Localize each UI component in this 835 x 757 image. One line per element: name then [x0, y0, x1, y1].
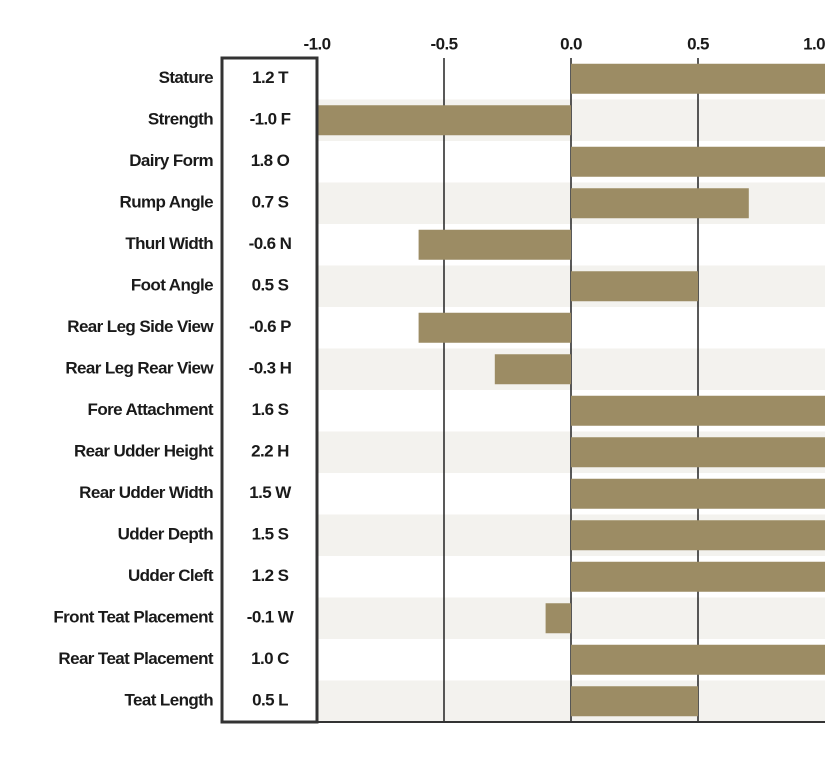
- value-label: 1.2 T: [252, 68, 289, 87]
- value-label: 0.5 S: [252, 276, 289, 295]
- category-label: Dairy Form: [129, 151, 213, 170]
- category-label: Foot Angle: [131, 276, 213, 295]
- value-label: -0.1 W: [247, 608, 295, 627]
- category-label: Rear Teat Placement: [58, 649, 214, 668]
- category-label: Udder Cleft: [128, 566, 214, 585]
- bar: [317, 105, 571, 136]
- bar: [571, 188, 749, 219]
- x-tick-label: -1.0: [304, 34, 331, 53]
- bar: [571, 395, 825, 426]
- bar: [571, 271, 698, 302]
- value-label: 1.2 S: [252, 566, 289, 585]
- x-tick-label: 0.5: [687, 34, 709, 53]
- category-label: Rear Udder Width: [79, 483, 213, 502]
- value-label: -0.3 H: [249, 359, 292, 378]
- bar: [571, 520, 825, 551]
- bar: [571, 478, 825, 509]
- value-label: 2.2 H: [251, 442, 289, 461]
- category-label: Strength: [148, 110, 213, 129]
- category-label: Teat Length: [125, 691, 214, 710]
- value-label: 1.5 S: [252, 525, 289, 544]
- value-column-frame: [220, 56, 319, 724]
- x-tick-label: -0.5: [431, 34, 458, 53]
- category-label: Rear Leg Rear View: [65, 359, 214, 378]
- category-label: Fore Attachment: [88, 400, 214, 419]
- bar: [571, 437, 825, 468]
- bar: [545, 603, 571, 634]
- category-label: Rear Leg Side View: [67, 317, 214, 336]
- value-label: 1.6 S: [252, 400, 289, 419]
- bar: [571, 146, 825, 177]
- category-label: Front Teat Placement: [53, 608, 214, 627]
- category-label: Thurl Width: [125, 234, 213, 253]
- value-label: -0.6 P: [249, 317, 291, 336]
- bar: [571, 644, 825, 675]
- value-label: -1.0 F: [250, 110, 291, 129]
- bar: [571, 63, 825, 94]
- value-label: 0.5 L: [252, 691, 288, 710]
- value-label: 1.0 C: [251, 649, 289, 668]
- value-label: 0.7 S: [252, 193, 289, 212]
- category-label: Rump Angle: [120, 193, 214, 212]
- category-label: Rear Udder Height: [74, 442, 214, 461]
- bar: [571, 561, 825, 592]
- value-label: -0.6 N: [249, 234, 292, 253]
- bar: [418, 229, 571, 260]
- x-tick-label: 0.0: [560, 34, 582, 53]
- value-label: 1.5 W: [249, 483, 292, 502]
- category-label: Stature: [159, 68, 214, 87]
- bar: [494, 354, 571, 385]
- bar: [418, 312, 571, 343]
- value-label: 1.8 O: [251, 151, 290, 170]
- x-tick-label: 1.0: [803, 34, 825, 53]
- bar: [571, 686, 698, 717]
- category-label: Udder Depth: [118, 525, 214, 544]
